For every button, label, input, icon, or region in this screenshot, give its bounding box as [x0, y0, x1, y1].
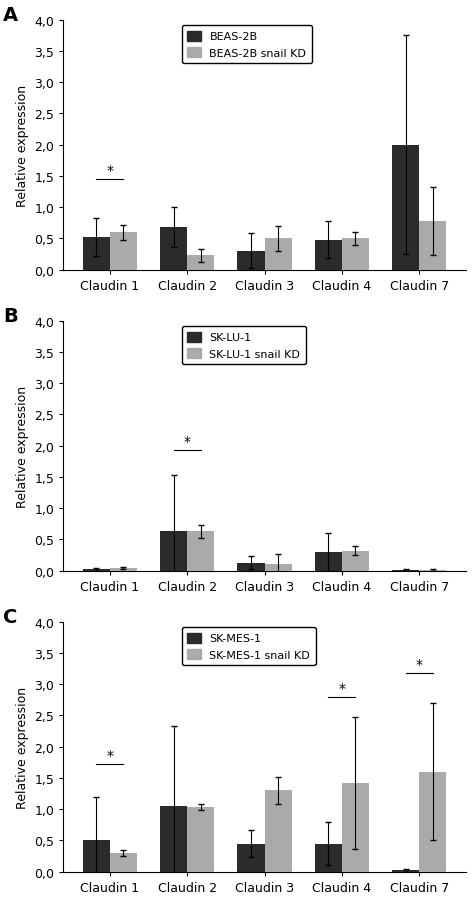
Bar: [237, 252, 264, 271]
Bar: [264, 239, 292, 271]
Bar: [342, 239, 369, 271]
Bar: [83, 841, 110, 871]
Bar: [187, 807, 214, 871]
Bar: [419, 222, 447, 271]
Bar: [160, 806, 187, 871]
Bar: [110, 233, 137, 271]
Legend: BEAS-2B, BEAS-2B snail KD: BEAS-2B, BEAS-2B snail KD: [182, 26, 312, 64]
Bar: [160, 228, 187, 271]
Bar: [392, 145, 419, 271]
Text: *: *: [416, 658, 423, 671]
Text: A: A: [3, 5, 18, 24]
Bar: [315, 843, 342, 871]
Bar: [264, 565, 292, 571]
Bar: [110, 853, 137, 871]
Bar: [315, 240, 342, 271]
Text: *: *: [338, 681, 346, 695]
Text: *: *: [106, 164, 113, 178]
Y-axis label: Relative expression: Relative expression: [16, 686, 29, 808]
Bar: [237, 843, 264, 871]
Y-axis label: Relative expression: Relative expression: [16, 85, 29, 207]
Bar: [315, 552, 342, 571]
Bar: [83, 570, 110, 571]
Bar: [342, 551, 369, 571]
Text: *: *: [184, 435, 191, 448]
Bar: [342, 783, 369, 871]
Legend: SK-LU-1, SK-LU-1 snail KD: SK-LU-1, SK-LU-1 snail KD: [182, 327, 306, 365]
Text: *: *: [106, 749, 113, 762]
Bar: [419, 772, 447, 871]
Bar: [83, 238, 110, 271]
Bar: [237, 563, 264, 571]
Bar: [160, 531, 187, 571]
Bar: [187, 531, 214, 571]
Bar: [187, 256, 214, 271]
Y-axis label: Relative expression: Relative expression: [16, 385, 29, 507]
Legend: SK-MES-1, SK-MES-1 snail KD: SK-MES-1, SK-MES-1 snail KD: [182, 628, 316, 666]
Bar: [392, 870, 419, 871]
Text: B: B: [3, 307, 18, 326]
Bar: [110, 568, 137, 571]
Bar: [264, 790, 292, 871]
Text: C: C: [3, 607, 18, 626]
